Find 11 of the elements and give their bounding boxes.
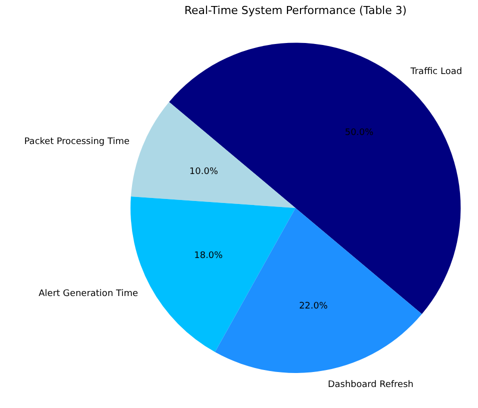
slice-label: Traffic Load [410, 66, 462, 77]
data-label: 22.0% [299, 301, 328, 312]
slice-label: Alert Generation Time [38, 289, 138, 300]
data-label: 10.0% [189, 166, 218, 177]
pie-slice [130, 102, 296, 208]
data-label: 18.0% [194, 251, 224, 262]
slice-label: Packet Processing Time [24, 136, 130, 147]
chart-title: Real-Time System Performance (Table 3) [184, 4, 407, 17]
slice-label: Dashboard Refresh [328, 380, 414, 390]
data-label: 50.0% [344, 128, 374, 138]
pie-slice [169, 42, 460, 314]
